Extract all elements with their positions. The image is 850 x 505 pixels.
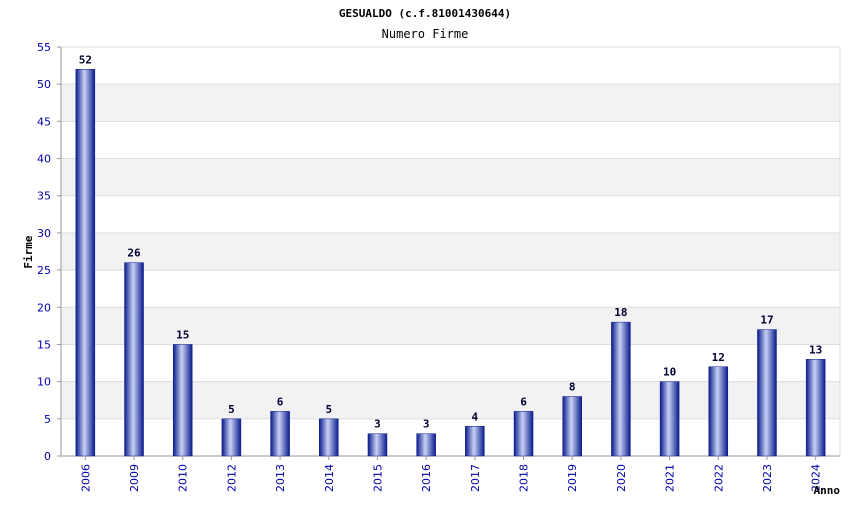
x-tick-label-2012: 2012 [225,464,238,492]
x-tick-label-2024: 2024 [810,464,823,492]
x-tick-label-2010: 2010 [177,464,190,492]
bar-2019 [562,396,582,457]
x-tick-label-2017: 2017 [469,464,482,492]
data-label-2009: 26 [127,247,141,260]
data-label-2020: 18 [614,306,627,319]
bars [75,69,826,457]
data-label-2016: 3 [423,418,430,431]
y-tick-label: 30 [37,227,51,240]
x-axis-label: Anno [814,484,841,497]
x-tick-label-2021: 2021 [664,464,677,492]
chart-subtitle: Numero Firme [382,27,469,41]
y-tick-label: 50 [37,78,51,91]
y-tick-label: 35 [37,190,51,203]
bar-2017 [465,426,485,457]
data-label-2022: 12 [712,351,725,364]
x-tick-label-2022: 2022 [712,464,725,492]
y-tick-label: 10 [37,376,51,389]
bar-2009 [124,262,144,457]
y-axis-label: Firme [22,235,35,268]
x-axis-ticks: 2006 2009 2010 2012 2013 2014 2015 2016 2017 2018… [79,456,823,492]
y-tick-label: 15 [37,338,51,351]
bar-2006 [75,69,96,457]
x-tick-label-2013: 2013 [274,464,287,492]
grid-bands [61,84,840,419]
y-tick-label: 40 [37,153,51,166]
bar-2016 [416,433,436,457]
x-tick-label-2023: 2023 [761,464,774,492]
data-label-2010: 15 [176,328,189,341]
x-tick-label-2018: 2018 [518,464,531,492]
x-tick-label-2014: 2014 [323,464,336,492]
data-label-2019: 8 [569,381,576,394]
data-label-2018: 6 [520,395,527,408]
y-tick-label: 0 [44,450,51,463]
data-labels: 52 26 15 5 6 5 3 3 4 6 8 18 10 12 17 13 [79,53,823,430]
bar-2020 [611,321,631,457]
data-label-2015: 3 [374,418,381,431]
y-tick-label: 55 [37,41,51,54]
bar-2022 [708,366,729,457]
bar-2014 [319,418,339,457]
grid-band [61,307,840,345]
y-axis-ticks: 0 5 10 15 20 25 30 35 40 45 50 55 [37,41,61,463]
x-tick-label-2015: 2015 [371,464,384,492]
data-label-2021: 10 [663,366,676,379]
y-tick-label: 25 [37,264,51,277]
grid-band [61,84,840,122]
grid-band [61,158,840,196]
bar-2018 [513,411,534,457]
data-label-2013: 6 [277,395,284,408]
x-tick-label-2016: 2016 [420,464,433,492]
data-label-2017: 4 [472,410,479,423]
data-label-2023: 17 [760,314,773,327]
x-tick-label-2006: 2006 [79,464,92,492]
bar-2013 [270,411,290,457]
y-tick-label: 20 [37,301,51,314]
bar-2012 [221,418,242,457]
data-label-2014: 5 [325,403,332,416]
y-tick-label: 45 [37,115,51,128]
x-tick-label-2009: 2009 [128,464,141,492]
x-tick-label-2020: 2020 [615,464,628,492]
x-tick-label-2019: 2019 [566,464,579,492]
data-label-2024: 13 [809,343,822,356]
grid-band [61,232,840,271]
bar-2023 [757,329,777,457]
bar-2021 [659,381,680,457]
bar-2010 [172,344,193,457]
bar-2024 [805,359,826,457]
data-label-2012: 5 [228,403,235,416]
chart-title: GESUALDO (c.f.81001430644) [339,7,511,20]
bar-2015 [367,433,388,457]
y-tick-label: 5 [44,413,51,426]
data-label-2006: 52 [79,53,92,66]
